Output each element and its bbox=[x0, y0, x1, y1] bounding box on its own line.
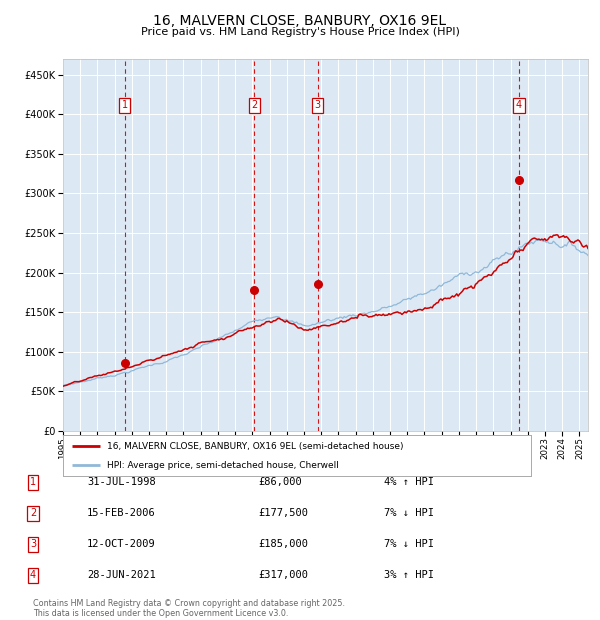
Text: £177,500: £177,500 bbox=[258, 508, 308, 518]
Text: £317,000: £317,000 bbox=[258, 570, 308, 580]
Text: 3: 3 bbox=[314, 100, 320, 110]
Text: £86,000: £86,000 bbox=[258, 477, 302, 487]
Text: 16, MALVERN CLOSE, BANBURY, OX16 9EL (semi-detached house): 16, MALVERN CLOSE, BANBURY, OX16 9EL (se… bbox=[107, 442, 404, 451]
Text: 1: 1 bbox=[122, 100, 128, 110]
Text: 2: 2 bbox=[30, 508, 36, 518]
Text: 2: 2 bbox=[251, 100, 257, 110]
Text: 3% ↑ HPI: 3% ↑ HPI bbox=[384, 570, 434, 580]
Text: 7% ↓ HPI: 7% ↓ HPI bbox=[384, 539, 434, 549]
Text: £185,000: £185,000 bbox=[258, 539, 308, 549]
Text: 15-FEB-2006: 15-FEB-2006 bbox=[87, 508, 156, 518]
Text: 28-JUN-2021: 28-JUN-2021 bbox=[87, 570, 156, 580]
Text: 4: 4 bbox=[30, 570, 36, 580]
Text: 3: 3 bbox=[30, 539, 36, 549]
Text: 4% ↑ HPI: 4% ↑ HPI bbox=[384, 477, 434, 487]
Text: 7% ↓ HPI: 7% ↓ HPI bbox=[384, 508, 434, 518]
Text: 1: 1 bbox=[30, 477, 36, 487]
Text: 4: 4 bbox=[516, 100, 522, 110]
Text: 31-JUL-1998: 31-JUL-1998 bbox=[87, 477, 156, 487]
Text: Price paid vs. HM Land Registry's House Price Index (HPI): Price paid vs. HM Land Registry's House … bbox=[140, 27, 460, 37]
Text: HPI: Average price, semi-detached house, Cherwell: HPI: Average price, semi-detached house,… bbox=[107, 461, 340, 469]
Text: Contains HM Land Registry data © Crown copyright and database right 2025.
This d: Contains HM Land Registry data © Crown c… bbox=[33, 599, 345, 618]
Text: 16, MALVERN CLOSE, BANBURY, OX16 9EL: 16, MALVERN CLOSE, BANBURY, OX16 9EL bbox=[154, 14, 446, 28]
Text: 12-OCT-2009: 12-OCT-2009 bbox=[87, 539, 156, 549]
